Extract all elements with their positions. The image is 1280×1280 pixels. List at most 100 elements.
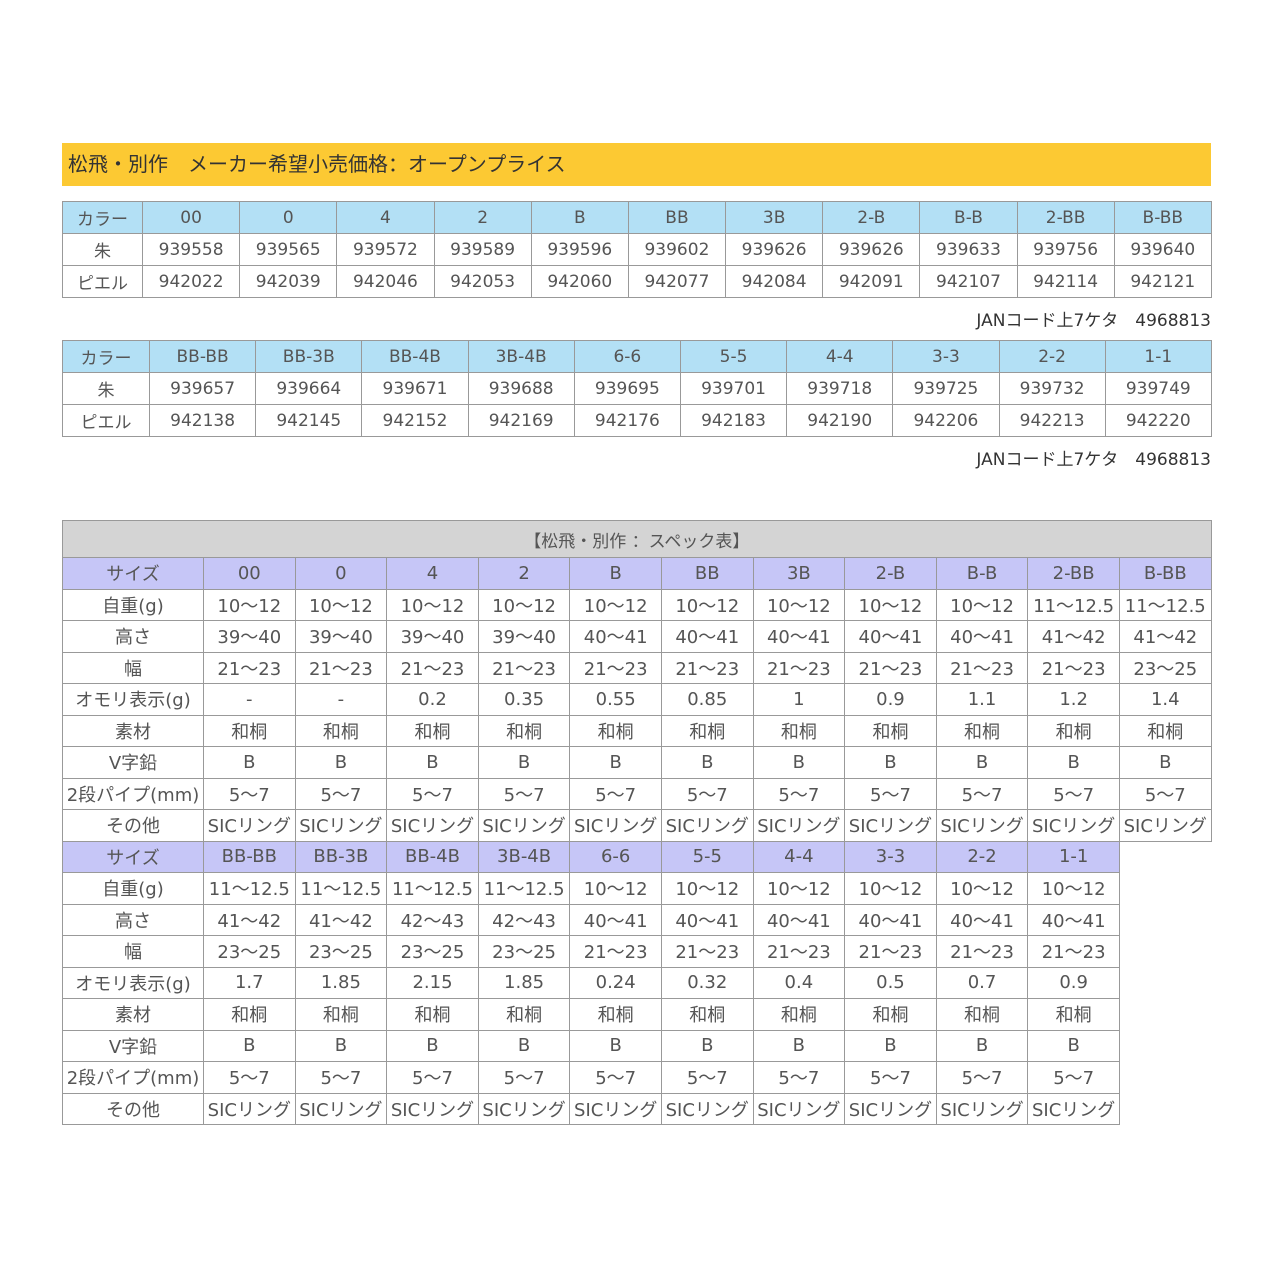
empty-cell (1118, 998, 1212, 1030)
spec-cell: 2 (477, 557, 571, 590)
jan-code-cell: 942169 (467, 404, 575, 437)
jan-code-cell: 939626 (725, 233, 824, 266)
color-name: 朱 (62, 233, 143, 266)
spec-cell: 1.7 (203, 966, 296, 999)
spec-cell: 0.5 (844, 966, 937, 999)
spec-cell: SICリング (660, 809, 754, 842)
spec-cell: B (294, 1029, 388, 1062)
spec-cell: 23～25 (386, 935, 479, 968)
spec-cell: 5～7 (477, 777, 571, 810)
jan-code-cell: 939602 (627, 233, 727, 266)
spec-cell: SICリング (569, 1092, 662, 1125)
spec-cell: 2.15 (386, 966, 479, 999)
spec-cell: 21～23 (660, 935, 754, 968)
spec-cell: 40～41 (752, 903, 846, 936)
spec-cell: 3B-4B (477, 840, 571, 873)
spec-label: V字鉛 (62, 746, 204, 779)
spec-cell: 5～7 (660, 777, 754, 810)
jan-code-cell: 942220 (1104, 404, 1212, 437)
spec-cell: 0.24 (569, 966, 662, 999)
spec-row: 自重(g) 10～12 10～12 10～12 10～12 10～12 10～12 10～12… (62, 588, 1212, 621)
spec-cell: 00 (203, 557, 296, 590)
spec-cell: 40～41 (569, 620, 662, 653)
spec-cell: SICリング (203, 809, 296, 842)
spec-cell: 5～7 (844, 777, 937, 810)
spec-row: オモリ表示(g) - -0.2 0.35 0.55 0.85 1 0.9 1.1 1.2 1.4 (62, 683, 1212, 716)
spec-row: 高さ 41～42 41～42 42～43 42～43 40～41 40～41 40～41 40～… (62, 903, 1212, 936)
spec-cell: 40～41 (844, 903, 937, 936)
spec-cell: SICリング (386, 809, 479, 842)
jan-code-cell: 939718 (786, 372, 894, 405)
empty-cell (1118, 872, 1212, 904)
jan-code-cell: 939695 (573, 372, 681, 405)
spec-cell: 10～12 (752, 588, 846, 621)
spec-cell: 和桐 (660, 714, 754, 747)
spec-cell: 21～23 (844, 651, 937, 684)
spec-cell: 和桐 (477, 714, 571, 747)
size-header: BB (627, 201, 727, 234)
spec-cell: 40～41 (1027, 903, 1120, 936)
spec-cell: 5～7 (477, 1061, 571, 1094)
spec-row: 高さ 39～40 39～40 39～40 39～40 40～41 40～41 40～41 40～… (62, 620, 1212, 653)
size-header: 0 (239, 201, 338, 234)
spec-cell: 5～7 (752, 1061, 846, 1094)
jan-code-cell: 939596 (530, 233, 629, 266)
size-header: 4 (336, 201, 435, 234)
spec-cell: 3-3 (844, 840, 937, 873)
jan-code-cell: 939589 (433, 233, 532, 266)
spec-cell: 5-5 (660, 840, 754, 873)
spec-cell: 10～12 (660, 872, 754, 905)
spec-cell: 0.55 (569, 683, 662, 716)
table-row: ピエル 942138 942145 942152 942169 942176 942183 9… (62, 404, 1212, 437)
spec-cell: 10～12 (477, 588, 571, 621)
size-header: BB-4B (361, 340, 469, 373)
spec-cell: 21～23 (569, 651, 662, 684)
spec-label: 高さ (62, 620, 204, 653)
spec-cell: 0.9 (844, 683, 937, 716)
header-row: カラー 00 0 4 2 B BB 3B 2-B B-B 2-BB B-BB (62, 201, 1212, 234)
spec-cell: 42～43 (386, 903, 479, 936)
jan-code-cell: 942022 (141, 265, 241, 298)
spec-cell: 10～12 (203, 588, 296, 621)
size-header: B-BB (1113, 201, 1212, 234)
spec-cell: 1 (752, 683, 846, 716)
spec-cell: 40～41 (752, 620, 846, 653)
spec-cell: 5～7 (569, 777, 662, 810)
spec-table: 【松飛・別作 ：スペック表】 サイズ 00 0 4 2 B BB 3B 2-B B-B 2-BB B-B… (62, 520, 1212, 1125)
jan-code-cell: 939657 (148, 372, 257, 405)
spec-cell: SICリング (294, 1092, 388, 1125)
header-row: カラー BB-BB BB-3B BB-4B 3B-4B 6-6 5-5 4-4 3-3 2-2 1-… (62, 340, 1212, 373)
size-header: 2 (433, 201, 532, 234)
spec-cell: BB-4B (386, 840, 479, 873)
size-header: 1-1 (1104, 340, 1212, 373)
spec-cell: B (844, 1029, 937, 1062)
spec-cell: 0.85 (660, 683, 754, 716)
jan-code-cell: 939558 (141, 233, 241, 266)
size-header: B (530, 201, 629, 234)
spec-label: オモリ表示(g) (62, 683, 204, 716)
jan-code-cell: 939671 (361, 372, 469, 405)
spec-cell: 23～25 (294, 935, 388, 968)
table-row: 朱 939657 939664 939671 939688 939695 939701 939… (62, 372, 1212, 405)
spec-cell: SICリング (386, 1092, 479, 1125)
spec-cell: 10～12 (386, 588, 479, 621)
spec-cell: 和桐 (203, 998, 296, 1031)
spec-cell: 和桐 (1118, 714, 1212, 747)
spec-cell: 21～23 (477, 651, 571, 684)
spec-cell: 4-4 (752, 840, 846, 873)
spec-cell: 11～12.5 (203, 872, 296, 905)
spec-cell: 2-BB (1027, 557, 1120, 590)
spec-cell: 和桐 (569, 998, 662, 1031)
spec-cell: 和桐 (752, 714, 846, 747)
spec-cell: 10～12 (935, 872, 1029, 905)
spec-cell: 和桐 (1027, 998, 1120, 1031)
spec-cell: 1.85 (294, 966, 388, 999)
spec-cell: B-B (935, 557, 1029, 590)
spec-row: 幅 21～23 21～23 21～23 21～23 21～23 21～23 21～23 21～2… (62, 651, 1212, 684)
spec-label: 幅 (62, 935, 204, 968)
empty-cell (1118, 967, 1212, 999)
spec-cell: 39～40 (294, 620, 388, 653)
spec-cell: 10～12 (294, 588, 388, 621)
table-row: ピエル 942022 942039 942046 942053 942060 942077 9… (62, 265, 1212, 298)
spec-cell: B (203, 746, 296, 779)
